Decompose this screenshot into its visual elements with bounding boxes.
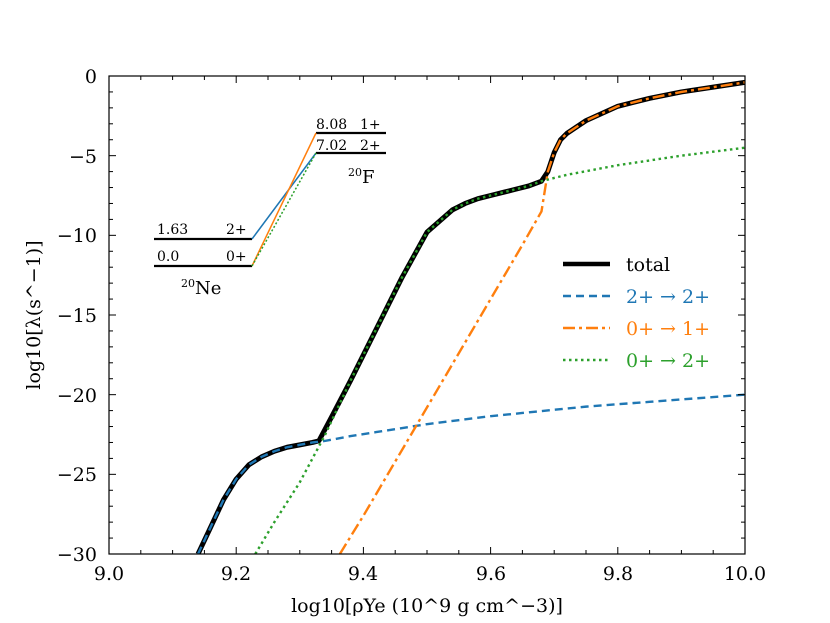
ne-level-spin: 0+ — [226, 249, 247, 265]
f-level-spin: 1+ — [360, 117, 381, 133]
series-line-0-2- — [254, 146, 745, 554]
y-tick-label: −10 — [57, 225, 97, 247]
f-nucleus-label: 20F — [348, 166, 375, 188]
x-tick-label: 9.0 — [94, 563, 124, 585]
x-axis-label: log10[ρYe (10^9 g cm^−3)] — [291, 595, 563, 617]
y-tick-labels: 0 −5 −10 −15 −20 −25 −30 — [57, 66, 97, 566]
series-layer — [195, 79, 745, 554]
y-tick-label: 0 — [85, 66, 97, 88]
y-tick-label: −30 — [57, 544, 97, 566]
transition-0p-2p — [251, 152, 317, 267]
f-level-energy: 7.02 — [316, 138, 347, 154]
ne-level-energy: 1.63 — [157, 222, 188, 238]
tick-layer — [108, 75, 746, 555]
y-tick-label: −15 — [57, 305, 97, 327]
legend-label-2p-2p: 2+ → 2+ — [626, 286, 710, 308]
series-line-0-1- — [338, 81, 745, 554]
x-tick-label: 9.6 — [476, 563, 506, 585]
transition-2p-2p — [251, 152, 317, 240]
plot-frame — [108, 75, 746, 555]
x-tick-label: 9.4 — [348, 563, 378, 585]
y-tick-label: −20 — [57, 385, 97, 407]
series-line-2-2- — [196, 393, 745, 554]
y-tick-label: −25 — [57, 464, 97, 486]
ne-nucleus-label: 20Ne — [181, 277, 221, 299]
x-tick-label: 10.0 — [724, 563, 766, 585]
ne-level-spin: 2+ — [226, 222, 247, 238]
x-tick-labels: 9.0 9.2 9.4 9.6 9.8 10.0 — [94, 563, 766, 585]
x-tick-label: 9.8 — [603, 563, 633, 585]
f-level-spin: 2+ — [360, 138, 381, 154]
f-level-energy: 8.08 — [316, 117, 347, 133]
legend-label-total: total — [626, 254, 670, 276]
ne-level-energy: 0.0 — [157, 249, 179, 265]
y-tick-label: −5 — [69, 146, 97, 168]
legend-label-0p-1p: 0+ → 1+ — [626, 318, 710, 340]
legend-label-0p-2p: 0+ → 2+ — [626, 350, 710, 372]
legend: total 2+ → 2+ 0+ → 1+ 0+ → 2+ — [563, 254, 710, 372]
transition-0p-1p — [251, 132, 317, 267]
x-tick-label: 9.2 — [221, 563, 251, 585]
level-scheme: 1.63 2+ 0.0 0+ 20Ne 8.08 1+ 7.02 2+ 20F — [154, 117, 386, 299]
y-axis-label: log10[λ(s^−1)] — [23, 240, 45, 389]
